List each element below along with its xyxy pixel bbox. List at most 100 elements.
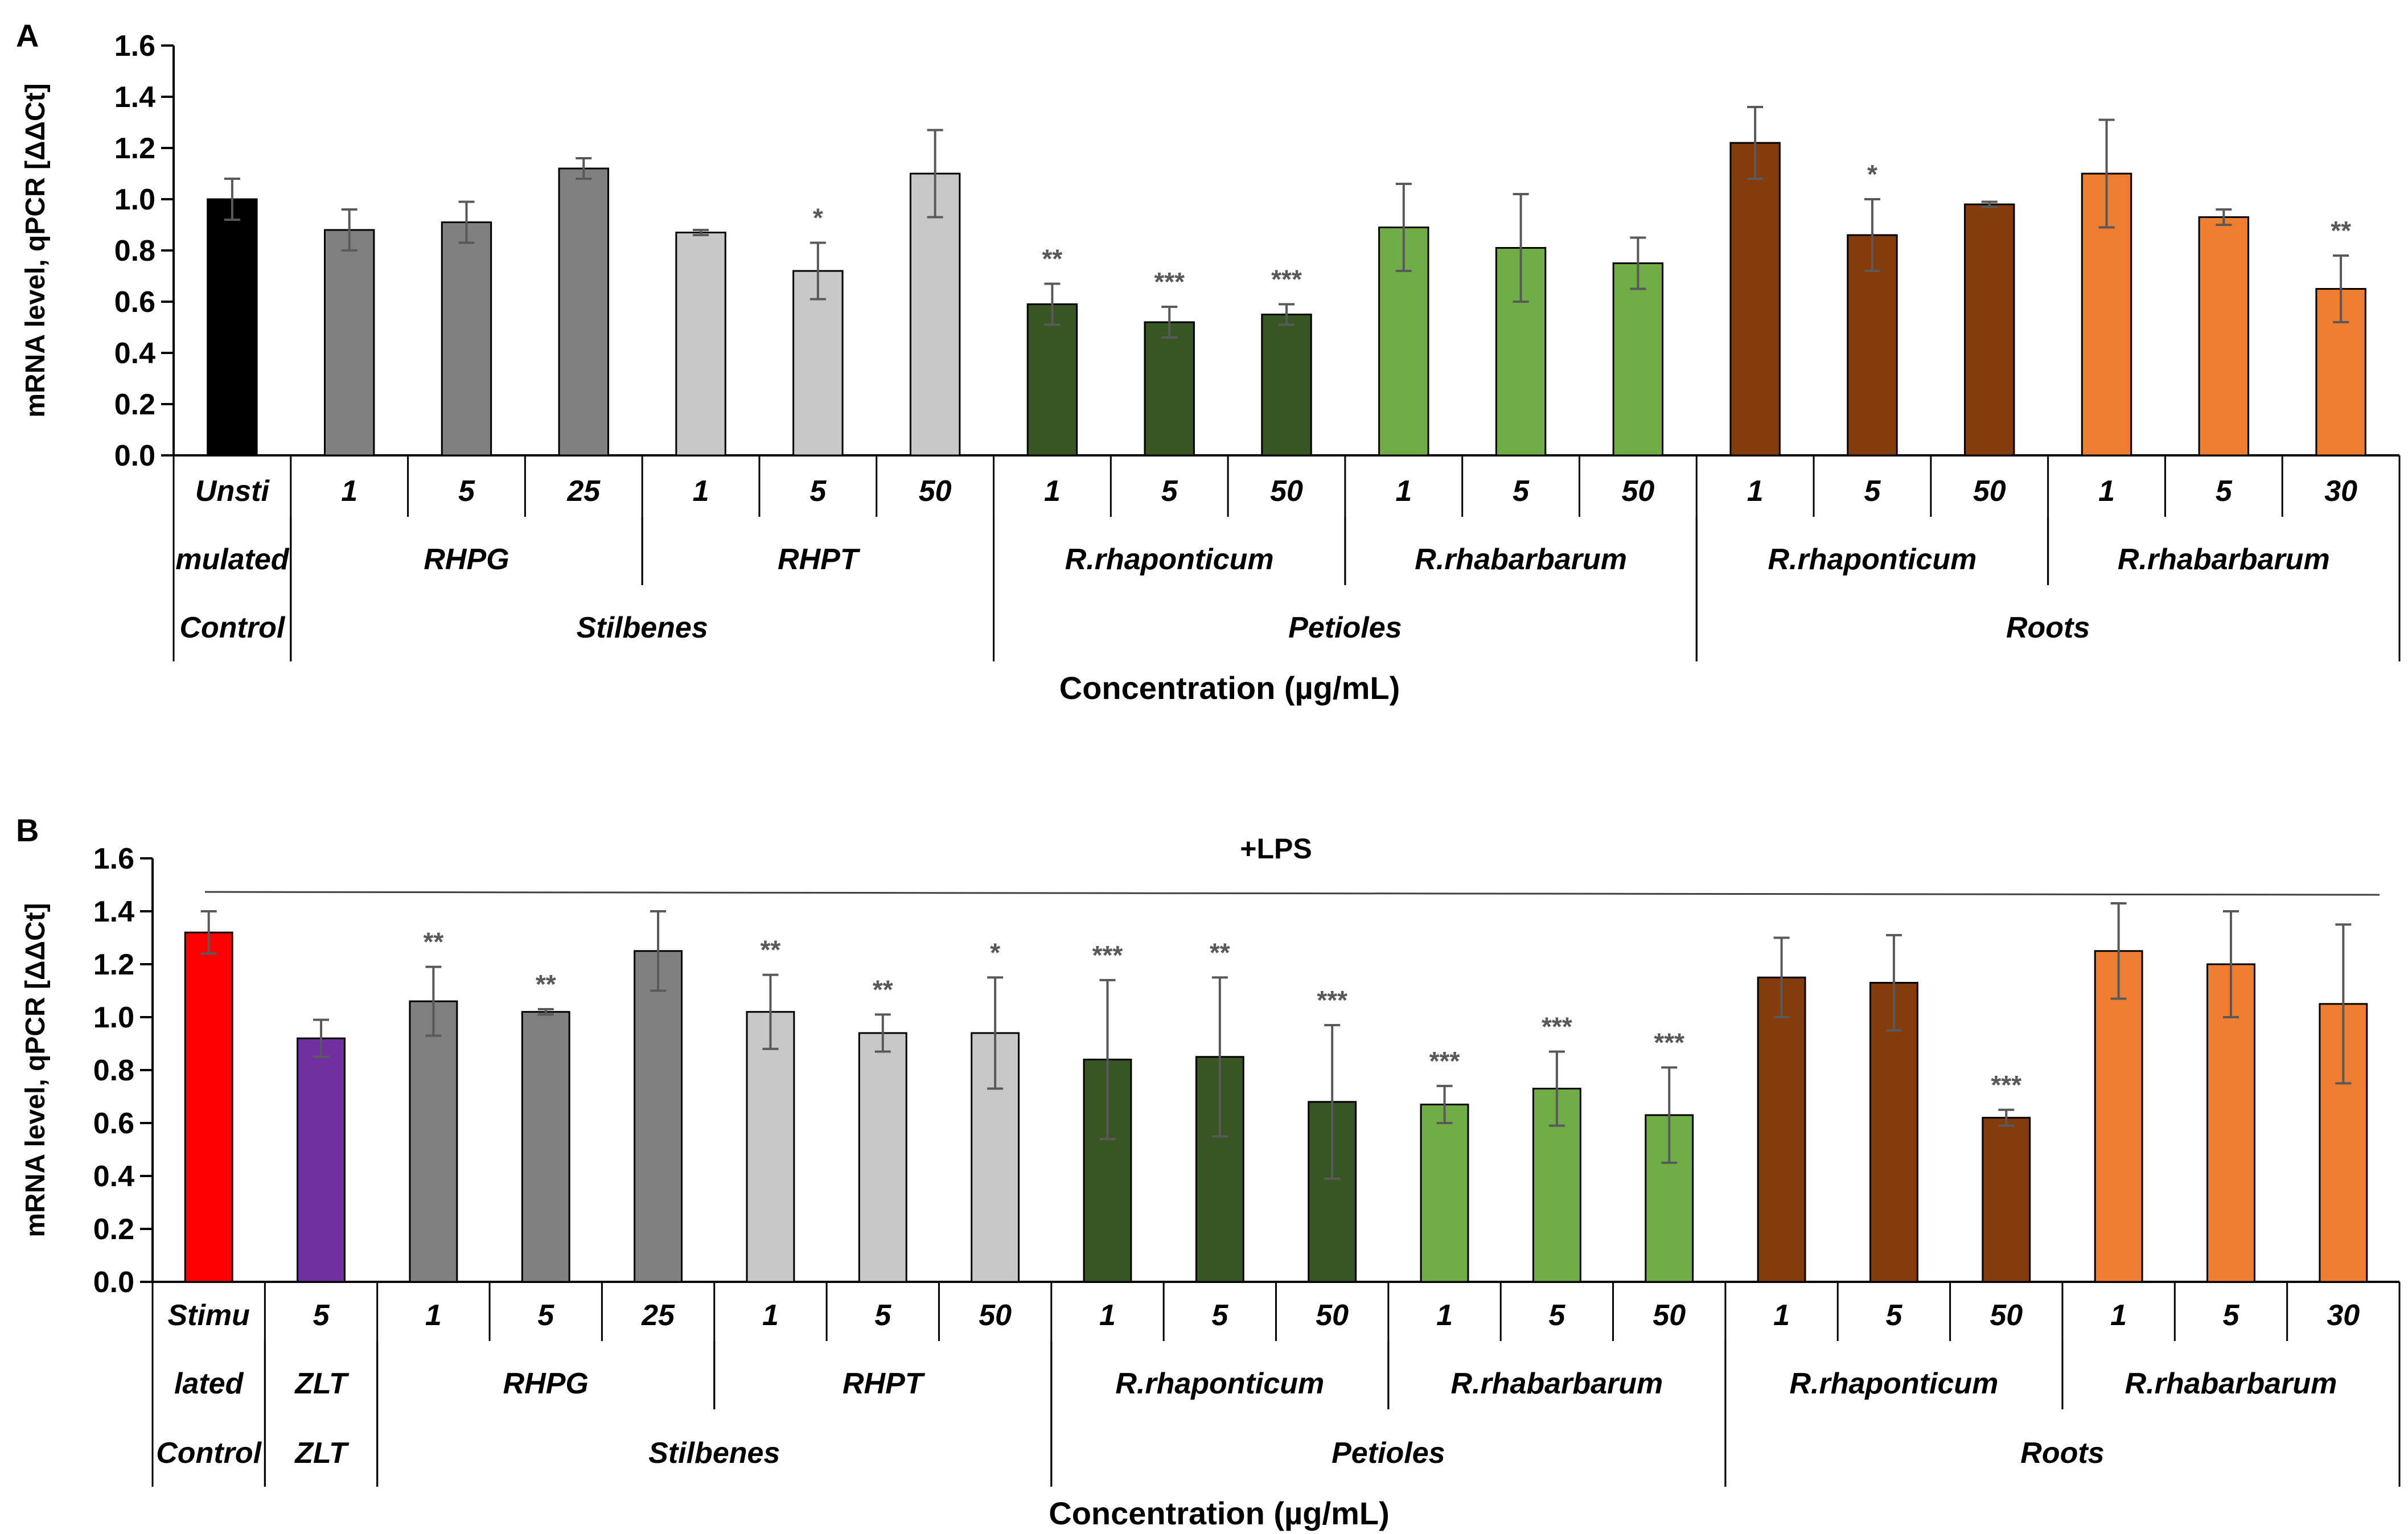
x-tick-label: 1 [425, 1299, 442, 1332]
y-axis-label: mRNA level, qPCR [ΔΔCt] [20, 83, 51, 417]
y-tick-label: 1.6 [93, 842, 134, 875]
significance-label: * [990, 937, 1000, 967]
bar [1982, 1117, 2031, 1283]
x-tick-label: 5 [1548, 1299, 1565, 1332]
bar [441, 221, 492, 457]
panel-b: B +LPS 0.0 0.2 0.4 0.6 0.8 1.0 1.2 1.4 1.6 mRNA le… [16, 812, 2401, 1531]
y-tick-label: 1.0 [114, 183, 155, 216]
group-label: RHPT [778, 543, 861, 576]
y-tick-label: 1.6 [114, 30, 155, 63]
x-tick-label: 5 [1513, 475, 1530, 508]
significance-label: ** [873, 974, 893, 1004]
bar [2094, 950, 2143, 1283]
x-tick-label: 5 [1211, 1299, 1228, 1332]
bar [1757, 976, 1806, 1283]
y-tick-label: 0.8 [93, 1054, 134, 1087]
category-label: Stilbenes [648, 1437, 780, 1470]
category-label: Control [156, 1437, 262, 1470]
x-axis-label: Concentration (µg/mL) [1049, 1495, 1389, 1531]
x-tick-label: 25 [641, 1299, 675, 1332]
x-axis-label: Concentration (µg/mL) [1059, 670, 1400, 706]
significance-label: *** [1271, 265, 1302, 294]
group-label: RHPG [424, 543, 509, 576]
x-tick-label: 30 [2324, 475, 2357, 508]
significance-label: ** [423, 927, 443, 957]
y-tick-label: 0.2 [114, 388, 155, 421]
bar [207, 198, 258, 457]
significance-label: ** [2331, 216, 2351, 245]
x-tick-label: 5 [1864, 475, 1881, 508]
x-tick-label: 50 [1270, 475, 1303, 508]
bar [184, 931, 233, 1283]
x-tick-label: 5 [2216, 475, 2233, 508]
group-label: RHPT [843, 1367, 926, 1400]
x-tick-label: 1 [2098, 475, 2115, 508]
panel-a-letter: A [16, 18, 39, 54]
significance-label: ** [761, 935, 781, 965]
x-tick-label: 1 [1747, 475, 1764, 508]
x-tick-label: 1 [1099, 1299, 1116, 1332]
y-tick-label: 1.0 [93, 1001, 134, 1034]
group-label: RHPG [503, 1367, 589, 1400]
group-label: R.rhabarbarum [2118, 543, 2330, 576]
x-tick-label: 50 [1973, 475, 2006, 508]
y-tick-label: 1.2 [93, 948, 134, 981]
x-tick-label: 30 [2327, 1299, 2360, 1332]
group-label: R.rhaponticum [1768, 543, 1976, 576]
x-tick-label: 5 [1161, 475, 1178, 508]
bar [323, 229, 375, 457]
x-tick-label: 1 [762, 1299, 779, 1332]
y-tick-label: 1.2 [114, 132, 155, 165]
x-tick-label: 5 [1885, 1299, 1902, 1332]
significance-label: ** [536, 969, 556, 999]
x-tick-label: 1 [1044, 475, 1061, 508]
y-tick-label: 1.4 [93, 895, 134, 928]
significance-label: *** [1654, 1027, 1684, 1057]
significance-label: *** [1429, 1046, 1460, 1076]
y-tick-label: 0.4 [114, 337, 155, 370]
x-tick-label: 5 [2223, 1299, 2240, 1332]
category-label: Control [179, 611, 285, 644]
significance-label: *** [1092, 940, 1123, 970]
group-label: R.rhabarbarum [2125, 1367, 2337, 1400]
x-tick-label: 1 [1436, 1299, 1453, 1332]
y-tick-label: 0.6 [93, 1107, 134, 1140]
category-label: Petioles [1332, 1437, 1445, 1470]
x-tick-label: 1 [1773, 1299, 1790, 1332]
x-tick-label: 50 [1653, 1299, 1686, 1332]
y-tick-label: 0.4 [93, 1160, 134, 1193]
bar [409, 1000, 458, 1283]
header-bracket-line [204, 891, 2380, 896]
significance-label: *** [1991, 1070, 2021, 1100]
y-tick-label: 0.2 [93, 1213, 134, 1246]
x-tick-label: 50 [1621, 475, 1654, 508]
x-tick-label: 5 [874, 1299, 891, 1332]
bar [858, 1032, 907, 1283]
category-label: Petioles [1288, 611, 1402, 644]
bar [746, 1011, 795, 1283]
x-tick-label: 1 [693, 475, 709, 508]
group-label: R.rhabarbarum [1450, 1367, 1663, 1400]
group-label: R.rhaponticum [1789, 1367, 1998, 1400]
bar [909, 172, 961, 457]
bar [1869, 982, 1918, 1283]
y-tick-label: 0.6 [114, 286, 155, 319]
significance-label: ** [1210, 937, 1230, 967]
category-label: ZLT [294, 1437, 350, 1470]
panel-b-letter: B [16, 812, 39, 848]
bar [1026, 303, 1078, 457]
group-label: R.rhabarbarum [1415, 543, 1627, 576]
bar [1964, 203, 2015, 457]
y-axis-label: mRNA level, qPCR [ΔΔCt] [20, 903, 51, 1237]
x-tick-label: 50 [1316, 1299, 1349, 1332]
x-tick-label: 1 [2110, 1299, 2127, 1332]
panel-header-label: +LPS [1240, 833, 1312, 865]
significance-label: *** [1542, 1011, 1572, 1041]
x-tick-label: 5 [458, 475, 475, 508]
x-tick-label: 25 [566, 475, 601, 508]
bar [634, 950, 683, 1283]
significance-label: ** [1042, 244, 1063, 274]
significance-label: * [813, 203, 823, 233]
x-tick-label: Unsti [195, 475, 270, 508]
